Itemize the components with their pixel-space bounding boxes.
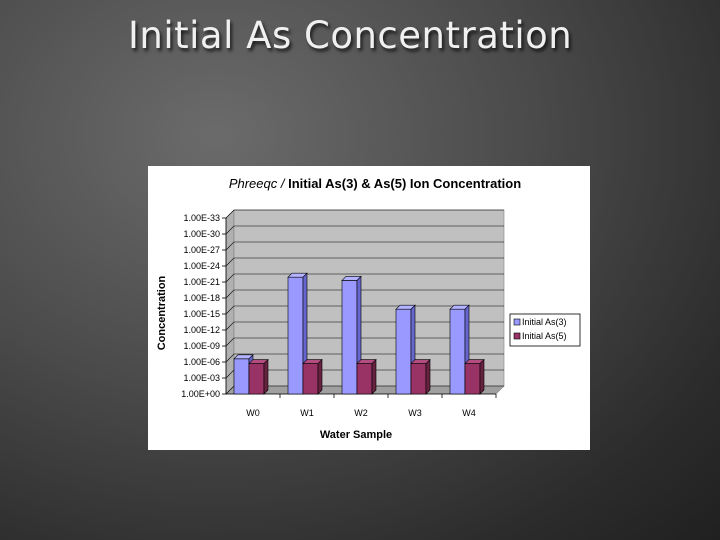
chart-panel: Phreeqc / Initial As(3) & As(5) Ion Conc…	[148, 166, 590, 450]
bar-as5-w1	[302, 358, 323, 395]
gridline	[225, 289, 504, 299]
legend-swatch	[513, 332, 521, 340]
bar-side	[479, 358, 485, 395]
bar-front	[449, 308, 466, 395]
y-tick-label: 1.00E-12	[183, 325, 220, 335]
x-tick-label: W3	[408, 408, 422, 418]
bar-side	[317, 358, 323, 395]
y-axis-title: Concentration	[156, 275, 168, 350]
gridline	[225, 241, 504, 251]
y-tick-label: 1.00E-33	[183, 213, 220, 223]
y-tick-label: 1.00E-03	[183, 373, 220, 383]
bar-front	[356, 363, 373, 395]
legend: Initial As(3) Initial As(5)	[509, 313, 581, 347]
legend-box	[509, 313, 581, 347]
bar-as5-w3	[410, 358, 431, 395]
bar-front	[302, 363, 319, 395]
bar-as5-w2	[356, 358, 377, 395]
legend-label: Initial As(3)	[522, 317, 567, 327]
y-tick-label: 1.00E+00	[181, 389, 220, 399]
bar-side	[371, 358, 377, 395]
x-tick-label: W2	[354, 408, 368, 418]
plot-area: 1.00E+00 1.00E-03 1.00E-06 1.00E-09 1.00E-12…	[181, 209, 505, 418]
chart-title-italic: Phreeqc /	[229, 176, 288, 191]
legend-swatch	[513, 318, 521, 326]
bar-as5-w4	[464, 358, 485, 395]
gridline	[225, 225, 504, 235]
y-tick-label: 1.00E-18	[183, 293, 220, 303]
bar-front	[233, 358, 250, 395]
bar-front	[248, 363, 265, 395]
gridline	[225, 273, 504, 283]
x-tick-label: W0	[246, 408, 260, 418]
gridline	[225, 209, 504, 219]
x-axis-title: Water Sample	[320, 429, 392, 441]
bar-as5-w0	[248, 358, 269, 395]
bar-front	[410, 363, 427, 395]
x-tick-label: W1	[300, 408, 314, 418]
bar-front	[395, 308, 412, 395]
y-tick-label: 1.00E-24	[183, 261, 220, 271]
y-tick-label: 1.00E-21	[183, 277, 220, 287]
bar-front	[341, 280, 358, 395]
chart-title-main: Initial As(3) & As(5) Ion Concentration	[288, 176, 521, 191]
slide-title: Initial As Concentration	[128, 14, 573, 57]
gridline	[225, 257, 504, 267]
y-tick-label: 1.00E-09	[183, 341, 220, 351]
y-tick-label: 1.00E-15	[183, 309, 220, 319]
legend-label: Initial As(5)	[522, 331, 567, 341]
bar-front	[287, 276, 304, 395]
bar-front	[464, 363, 481, 395]
bar-side	[263, 358, 269, 395]
y-tick-label: 1.00E-30	[183, 229, 220, 239]
y-tick-label: 1.00E-27	[183, 245, 220, 255]
x-tick-label: W4	[462, 408, 476, 418]
bar-side	[425, 358, 431, 395]
plot-side-wall	[225, 209, 235, 395]
chart-title: Phreeqc / Initial As(3) & As(5) Ion Conc…	[229, 176, 521, 191]
y-tick-label: 1.00E-06	[183, 357, 220, 367]
bar-chart: Phreeqc / Initial As(3) & As(5) Ion Conc…	[156, 176, 581, 441]
